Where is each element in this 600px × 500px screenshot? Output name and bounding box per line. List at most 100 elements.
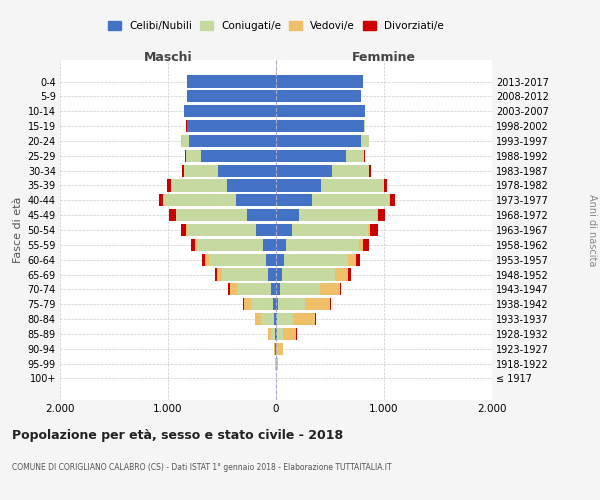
Bar — [277, 358, 278, 370]
Bar — [349, 268, 351, 280]
Bar — [293, 313, 316, 325]
Bar — [188, 135, 276, 147]
Bar — [187, 90, 276, 102]
Bar — [187, 76, 276, 88]
Bar — [276, 239, 286, 251]
Bar — [217, 268, 222, 280]
Bar — [276, 224, 292, 236]
Bar — [276, 298, 278, 310]
Text: Femmine: Femmine — [352, 52, 416, 64]
Bar — [280, 284, 320, 296]
Bar — [276, 105, 365, 118]
Bar — [230, 284, 236, 296]
Bar — [329, 298, 331, 310]
Bar — [184, 105, 276, 118]
Bar — [268, 328, 271, 340]
Bar — [274, 313, 276, 325]
Bar — [276, 209, 299, 221]
Bar — [346, 150, 364, 162]
Bar — [276, 313, 277, 325]
Bar — [247, 209, 276, 221]
Bar — [236, 284, 271, 296]
Bar — [159, 194, 163, 206]
Bar — [229, 284, 230, 296]
Bar — [275, 328, 276, 340]
Bar — [276, 120, 364, 132]
Bar — [322, 180, 384, 192]
Text: COMUNE DI CORIGLIANO CALABRO (CS) - Dati ISTAT 1° gennaio 2018 - Elaborazione TU: COMUNE DI CORIGLIANO CALABRO (CS) - Dati… — [12, 464, 392, 472]
Bar — [271, 328, 275, 340]
Bar — [167, 180, 171, 192]
Bar — [370, 224, 377, 236]
Bar — [276, 164, 332, 176]
Bar — [186, 150, 202, 162]
Bar — [271, 284, 276, 296]
Bar — [276, 76, 363, 88]
Bar — [277, 328, 283, 340]
Bar — [184, 164, 218, 176]
Bar — [370, 164, 371, 176]
Bar — [278, 298, 305, 310]
Text: Popolazione per età, sesso e stato civile - 2018: Popolazione per età, sesso e stato civil… — [12, 430, 343, 442]
Bar — [361, 135, 369, 147]
Bar — [283, 328, 296, 340]
Bar — [256, 224, 276, 236]
Bar — [356, 254, 360, 266]
Bar — [385, 180, 388, 192]
Bar — [305, 298, 329, 310]
Bar — [181, 224, 187, 236]
Bar — [278, 342, 283, 355]
Bar — [205, 254, 209, 266]
Bar — [364, 120, 365, 132]
Bar — [276, 180, 322, 192]
Bar — [182, 164, 184, 176]
Bar — [202, 254, 205, 266]
Bar — [292, 224, 368, 236]
Bar — [311, 194, 389, 206]
Bar — [164, 194, 236, 206]
Bar — [390, 194, 395, 206]
Bar — [276, 268, 282, 280]
Bar — [195, 239, 197, 251]
Y-axis label: Fasce di età: Fasce di età — [13, 197, 23, 263]
Bar — [284, 254, 348, 266]
Bar — [182, 135, 188, 147]
Bar — [261, 313, 274, 325]
Bar — [169, 209, 176, 221]
Bar — [276, 284, 280, 296]
Bar — [282, 268, 335, 280]
Bar — [276, 328, 277, 340]
Bar — [243, 298, 244, 310]
Bar — [256, 313, 261, 325]
Bar — [286, 239, 359, 251]
Bar — [335, 268, 349, 280]
Bar — [197, 239, 263, 251]
Bar — [187, 224, 256, 236]
Bar — [274, 342, 275, 355]
Bar — [363, 239, 369, 251]
Bar — [187, 120, 276, 132]
Text: Anni di nascita: Anni di nascita — [587, 194, 597, 266]
Bar — [244, 298, 251, 310]
Bar — [176, 209, 247, 221]
Text: Maschi: Maschi — [143, 52, 193, 64]
Bar — [209, 254, 266, 266]
Bar — [222, 268, 268, 280]
Bar — [263, 239, 276, 251]
Bar — [359, 239, 363, 251]
Bar — [202, 150, 276, 162]
Bar — [236, 194, 276, 206]
Bar — [218, 164, 276, 176]
Bar — [276, 90, 361, 102]
Bar — [332, 164, 369, 176]
Bar — [276, 254, 284, 266]
Bar — [227, 180, 276, 192]
Bar — [368, 224, 370, 236]
Bar — [378, 209, 385, 221]
Bar — [273, 298, 276, 310]
Legend: Celibi/Nubili, Coniugati/e, Vedovi/e, Divorziati/e: Celibi/Nubili, Coniugati/e, Vedovi/e, Di… — [108, 21, 444, 31]
Bar — [276, 135, 361, 147]
Bar — [251, 298, 273, 310]
Bar — [277, 342, 278, 355]
Bar — [276, 194, 311, 206]
